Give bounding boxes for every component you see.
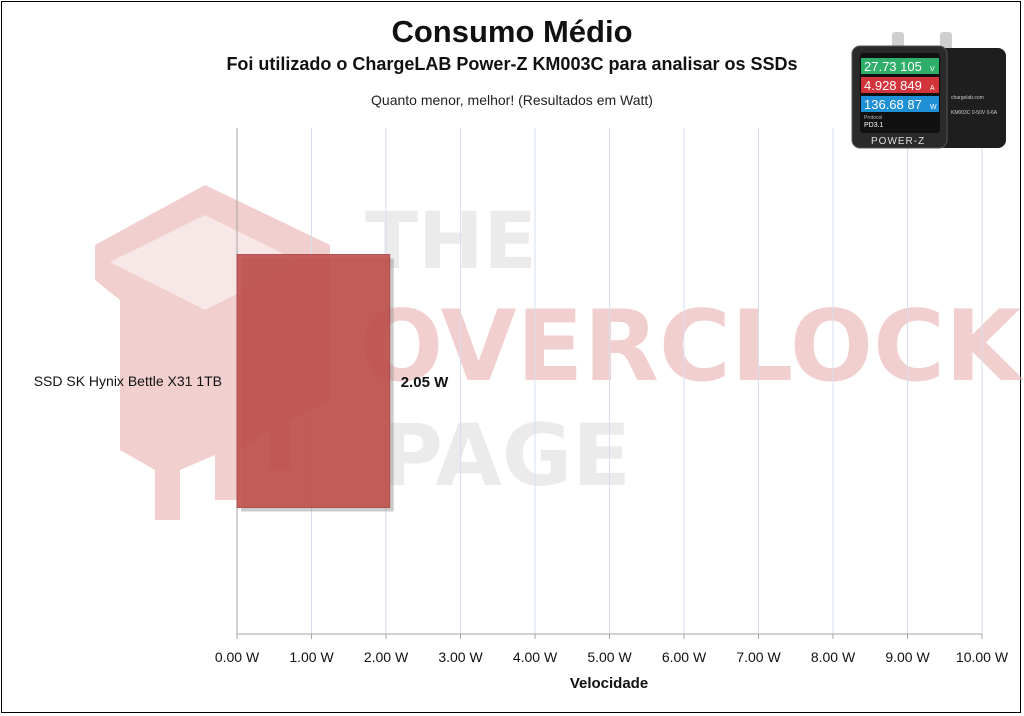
chart-subtitle: Foi utilizado o ChargeLAB Power-Z KM003C… [226, 54, 798, 74]
category-label: SSD SK Hynix Bettle X31 1TB [34, 373, 222, 389]
device-side-model: KM003C 0-50V 0-6A [951, 110, 998, 116]
chart-note: Quanto menor, melhor! (Resultados em Wat… [371, 92, 653, 108]
x-tick-label: 2.00 W [364, 649, 409, 665]
device-reading-power: 136.68 87 [864, 97, 922, 112]
x-tick-label: 7.00 W [736, 649, 781, 665]
x-tick-label: 3.00 W [438, 649, 483, 665]
x-tick-label: 6.00 W [662, 649, 707, 665]
x-tick-label: 10.00 W [956, 649, 1009, 665]
x-axis: 0.00 W 1.00 W 2.00 W 3.00 W 4.00 W 5.00 W 6.00… [215, 633, 1009, 665]
device-reading-current: 4.928 849 [864, 78, 922, 93]
device-side-url: chargelab.com [951, 95, 984, 101]
chart-title: Consumo Médio [391, 14, 633, 49]
x-axis-title: Velocidade [570, 675, 648, 692]
watermark-line-3: PAGE [380, 406, 631, 506]
bar [236, 254, 391, 508]
x-tick-label: 5.00 W [587, 649, 632, 665]
x-tick-label: 9.00 W [885, 649, 930, 665]
x-tick-label: 1.00 W [289, 649, 334, 665]
bars: 2.05 W [236, 254, 449, 512]
device-brand: POWER-Z [871, 136, 925, 147]
x-tick-label: 0.00 W [215, 649, 260, 665]
device-protocol-label: Protocol [864, 115, 882, 121]
device-unit-v: V [930, 66, 935, 73]
x-tick-label: 8.00 W [811, 649, 856, 665]
bar-data-label: 2.05 W [401, 374, 449, 391]
device-protocol: PD3.1 [864, 122, 884, 129]
watermark-line-2: OVERCLOCK [360, 290, 1024, 404]
watermark-line-1: THE [365, 197, 537, 287]
device-reading-voltage: 27.73 105 [864, 59, 922, 74]
device-image: 27.73 105 4.928 849 136.68 87 V A W Prot… [851, 32, 1006, 149]
x-tick-label: 4.00 W [513, 649, 558, 665]
watermark: THE OVERCLOCK PAGE [95, 185, 1024, 520]
category-labels: SSD SK Hynix Bettle X31 1TB [34, 373, 222, 389]
device-unit-w: W [930, 104, 937, 111]
device-unit-a: A [930, 85, 935, 92]
